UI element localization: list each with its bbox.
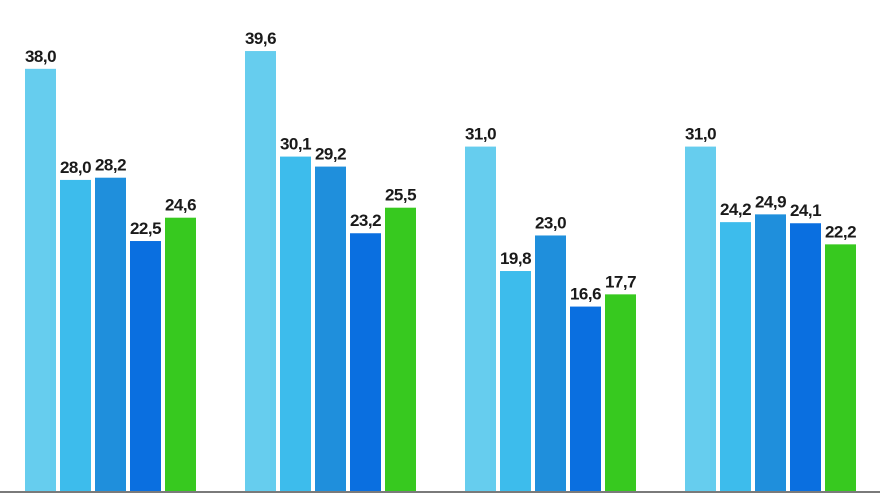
bar-g1-s1 (25, 68, 56, 491)
bar-g2-s1 (245, 51, 276, 491)
data-label-g2-s4: 23,2 (350, 211, 381, 230)
bar-g4-s4 (790, 223, 821, 491)
bar-g2-s5 (385, 207, 416, 491)
bar-g1-s4 (130, 241, 161, 491)
bar-g2-s4 (350, 233, 381, 492)
data-label-g4-s2: 24,2 (720, 200, 751, 219)
data-label-g2-s1: 39,6 (245, 29, 276, 48)
bar-g3-s3 (535, 235, 566, 491)
bar-g1-s3 (95, 177, 126, 491)
data-label-g2-s3: 29,2 (315, 145, 346, 164)
data-label-g4-s5: 22,2 (825, 222, 856, 241)
data-label-g3-s1: 31,0 (465, 125, 496, 144)
data-label-g3-s3: 23,0 (535, 213, 566, 232)
data-label-g4-s3: 24,9 (755, 192, 786, 211)
data-label-g2-s5: 25,5 (385, 186, 416, 205)
data-label-g1-s1: 38,0 (25, 47, 56, 66)
data-label-g2-s2: 30,1 (280, 135, 311, 154)
bar-g3-s2 (500, 271, 531, 491)
data-label-g3-s5: 17,7 (605, 272, 636, 291)
bar-g1-s5 (165, 217, 196, 491)
bar-g3-s1 (465, 146, 496, 491)
data-label-g1-s4: 22,5 (130, 219, 161, 238)
data-label-g1-s3: 28,2 (95, 156, 126, 175)
bar-g4-s1 (685, 146, 716, 491)
data-label-g4-s1: 31,0 (685, 125, 716, 144)
bars-layer (25, 51, 856, 492)
data-label-g3-s4: 16,6 (570, 285, 601, 304)
bar-g2-s2 (280, 156, 311, 492)
data-labels-layer: 38,0 28,0 28,2 22,524,6 39,6 30,129,2 23,225,5… (25, 29, 857, 304)
bar-g3-s4 (570, 306, 601, 491)
data-label-g4-s4: 24,1 (790, 201, 821, 220)
bar-g4-s5 (825, 244, 856, 491)
bar-g3-s5 (605, 294, 636, 491)
data-label-g1-s5: 24,6 (165, 196, 196, 215)
bar-g1-s2 (60, 179, 91, 492)
bar-g4-s2 (720, 222, 751, 491)
data-label-g1-s2: 28,0 (60, 158, 91, 177)
bar-g2-s3 (315, 166, 346, 491)
bar-g4-s3 (755, 214, 786, 491)
data-label-g3-s2: 19,8 (500, 249, 531, 268)
